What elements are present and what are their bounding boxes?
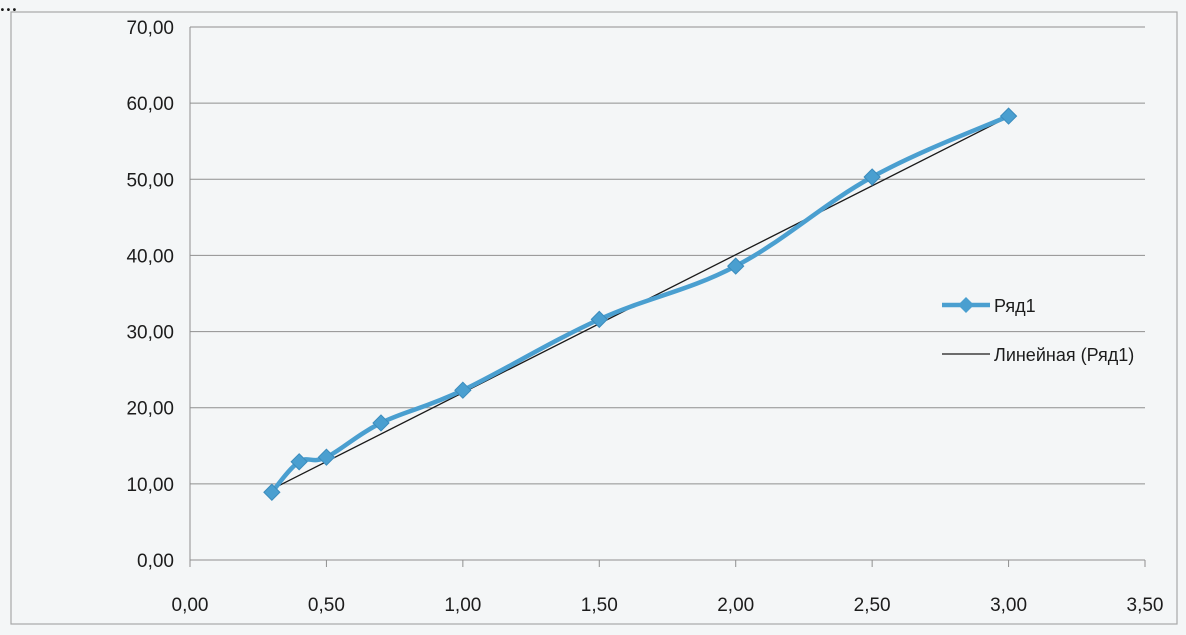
x-tick-label: 3,50 (1127, 595, 1164, 616)
axes (189, 27, 1146, 567)
x-tick-label: 0,00 (172, 595, 209, 616)
data-series (263, 107, 1018, 501)
gridlines (190, 26, 1145, 485)
y-tick-label: 40,00 (126, 246, 174, 267)
data-point-marker (290, 453, 308, 471)
chart-area-border (10, 11, 1178, 625)
y-tick-label: 50,00 (126, 170, 174, 191)
y-axis-labels: 0,00 10,00 20,00 30,00 40,00 50,00 60,00 70,00 (126, 18, 174, 572)
y-tick-label: 20,00 (126, 399, 174, 420)
x-tick-label: 0,50 (308, 595, 345, 616)
series-line (270, 114, 1010, 494)
y-tick-label: 70,00 (126, 18, 174, 39)
x-tick-label: 1,00 (444, 595, 481, 616)
chart-caption: ... (0, 0, 18, 17)
x-tick-label: 2,50 (854, 595, 891, 616)
legend-series-label: Ряд1 (994, 296, 1036, 316)
data-point-marker (590, 310, 608, 329)
data-point-marker (263, 483, 281, 501)
data-point-marker (727, 257, 745, 275)
legend-series-marker (958, 297, 974, 313)
x-tick-label: 3,00 (990, 595, 1027, 616)
x-tick-label: 2,00 (717, 595, 754, 616)
data-point-marker (863, 168, 881, 186)
data-point-marker (372, 414, 390, 432)
y-tick-label: 30,00 (126, 323, 174, 344)
x-tick-label: 1,50 (581, 595, 618, 616)
y-tick-label: 10,00 (126, 475, 174, 496)
y-tick-label: 0,00 (137, 551, 174, 572)
y-tick-label: 60,00 (126, 94, 174, 115)
data-point-marker (999, 107, 1018, 125)
legend-trend-label: Линейная (Ряд1) (994, 345, 1134, 365)
data-point-marker (317, 448, 336, 466)
x-axis-labels: 0,00 0,50 1,00 1,50 2,00 2,50 3,00 3,50 (172, 595, 1164, 616)
legend: Ряд1 Линейная (Ряд1) (942, 296, 1134, 365)
data-point-marker (454, 381, 472, 399)
